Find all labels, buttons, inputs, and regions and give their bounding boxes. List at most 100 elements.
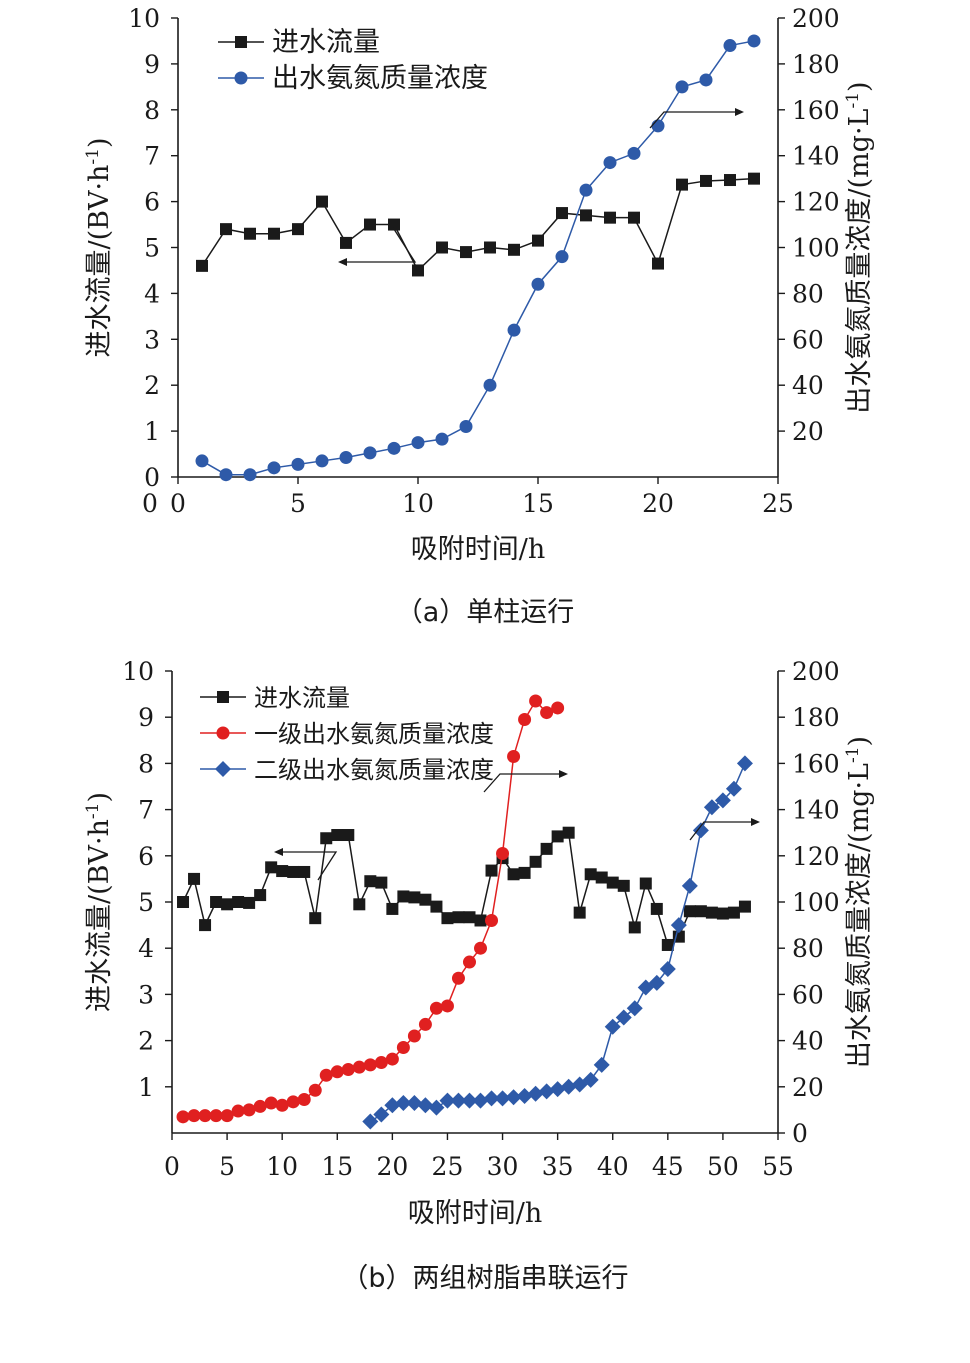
y-right-tick-label: 60	[792, 325, 824, 354]
series-1-point-34	[551, 701, 565, 715]
series-1-point-0	[195, 454, 209, 468]
series-2	[362, 755, 753, 1130]
y-right-tick-label: 20	[792, 417, 824, 446]
x-tick-label: 15	[321, 1152, 353, 1181]
series-0-point-50	[727, 906, 740, 919]
series-2-point-28	[670, 917, 687, 934]
series-1-point-0	[176, 1110, 190, 1124]
series-2-point-13	[505, 1089, 522, 1106]
series-0-point-49	[716, 907, 729, 920]
y-right-tick-label: 120	[792, 842, 840, 871]
series-0-point-7	[364, 218, 376, 231]
series-0-point-43	[650, 902, 663, 915]
y-left-tick-label: 5	[138, 888, 154, 917]
series-1-point-14	[330, 1065, 344, 1079]
x-tick-label: 0	[164, 1152, 180, 1181]
series-2-point-14	[516, 1088, 533, 1105]
series-0-point-33	[540, 842, 553, 855]
series-1-point-6	[339, 450, 353, 464]
y-left-tick-label: 4	[144, 279, 160, 308]
series-0-point-10	[436, 241, 448, 254]
series-0-point-13	[320, 832, 333, 845]
x-tick-label: 10	[402, 489, 434, 518]
series-0-line	[201, 177, 755, 272]
series-0-point-13	[508, 243, 520, 256]
series-1-point-7	[253, 1099, 267, 1113]
legend-0-point-legend	[235, 36, 247, 48]
series-2-point-0	[362, 1113, 379, 1130]
series-1-point-20	[675, 80, 689, 94]
y-left-tick-label: 2	[144, 371, 160, 400]
series-0-point-6	[340, 236, 352, 249]
y-right-tick-label: 140	[792, 142, 840, 171]
x-tick-label: 45	[652, 1152, 684, 1181]
y-left-tick-label: 1	[138, 1073, 154, 1102]
x-tick-label: 35	[542, 1152, 574, 1181]
series-0-line	[182, 831, 746, 947]
series-0-point-22	[419, 893, 432, 906]
series-1-point-15	[555, 250, 569, 264]
series-2-point-8	[450, 1092, 467, 1109]
series-1-point-8	[387, 441, 401, 455]
series-1-point-6	[242, 1103, 256, 1117]
series-2-point-24	[626, 1000, 643, 1017]
y-left-tick-label: 6	[144, 188, 160, 217]
series-1-point-9	[411, 436, 425, 450]
series-1-point-11	[459, 420, 473, 434]
series-0-point-26	[463, 911, 476, 924]
series-2-point-22	[604, 1018, 621, 1035]
series-2-point-21	[593, 1056, 610, 1073]
series-1-point-1	[219, 468, 233, 482]
series-1-point-11	[297, 1093, 311, 1107]
series-1-point-14	[531, 277, 545, 291]
annotation-arrow-2	[689, 821, 756, 841]
y-left-tick-label: 5	[144, 234, 160, 263]
series-0-point-32	[529, 855, 542, 868]
series-1-point-16	[352, 1060, 366, 1074]
series-0-point-3	[268, 227, 280, 240]
series-0-point-5	[232, 896, 245, 908]
series-1-point-17	[363, 1058, 377, 1072]
annotation-arrow-0-head	[274, 848, 283, 856]
x-tick-label: 20	[376, 1152, 408, 1181]
series-1-point-17	[603, 156, 617, 170]
series-1-point-3	[267, 461, 281, 475]
series-0-point-25	[452, 911, 465, 924]
series-0-point-12	[484, 241, 496, 254]
series-2-point-27	[659, 960, 676, 977]
series-2-point-10	[472, 1092, 489, 1109]
series-1-point-13	[319, 1068, 333, 1082]
series-0-point-8	[265, 861, 278, 874]
y-right-tick-label: 100	[792, 234, 840, 263]
series-0-point-24	[441, 912, 454, 925]
series-1-point-5	[231, 1104, 245, 1118]
series-0-point-19	[386, 902, 399, 915]
series-1-point-13	[507, 323, 521, 337]
y-left-axis-title: 进水流量/(BV·h-1)	[83, 792, 115, 1012]
series-1	[176, 694, 565, 1124]
x-tick-label: 40	[597, 1152, 629, 1181]
series-1-point-2	[198, 1109, 212, 1123]
series-0-point-34	[551, 830, 564, 843]
series-1-point-16	[579, 183, 593, 197]
series-0-point-14	[331, 829, 344, 842]
series-0-point-9	[412, 264, 424, 277]
x-tick-label: 50	[707, 1152, 739, 1181]
series-0-point-1	[188, 872, 201, 885]
series-0-point-5	[316, 195, 328, 208]
series-0-point-41	[628, 921, 641, 934]
series-2-point-29	[681, 877, 698, 894]
series-1-point-1	[187, 1109, 201, 1123]
series-0-point-37	[584, 868, 597, 881]
series-0-point-11	[298, 865, 311, 878]
x-tick-label: 0	[170, 489, 186, 518]
series-0-point-22	[724, 174, 736, 187]
x-tick-label: 5	[290, 489, 306, 518]
legend-1-point-legend	[234, 71, 248, 85]
series-0	[177, 826, 751, 951]
series-2-point-16	[538, 1083, 555, 1100]
y-left-axis-title: 进水流量/(BV·h-1)	[83, 137, 115, 357]
series-1-point-2	[243, 468, 257, 482]
x-tick-label: 5	[219, 1152, 235, 1181]
